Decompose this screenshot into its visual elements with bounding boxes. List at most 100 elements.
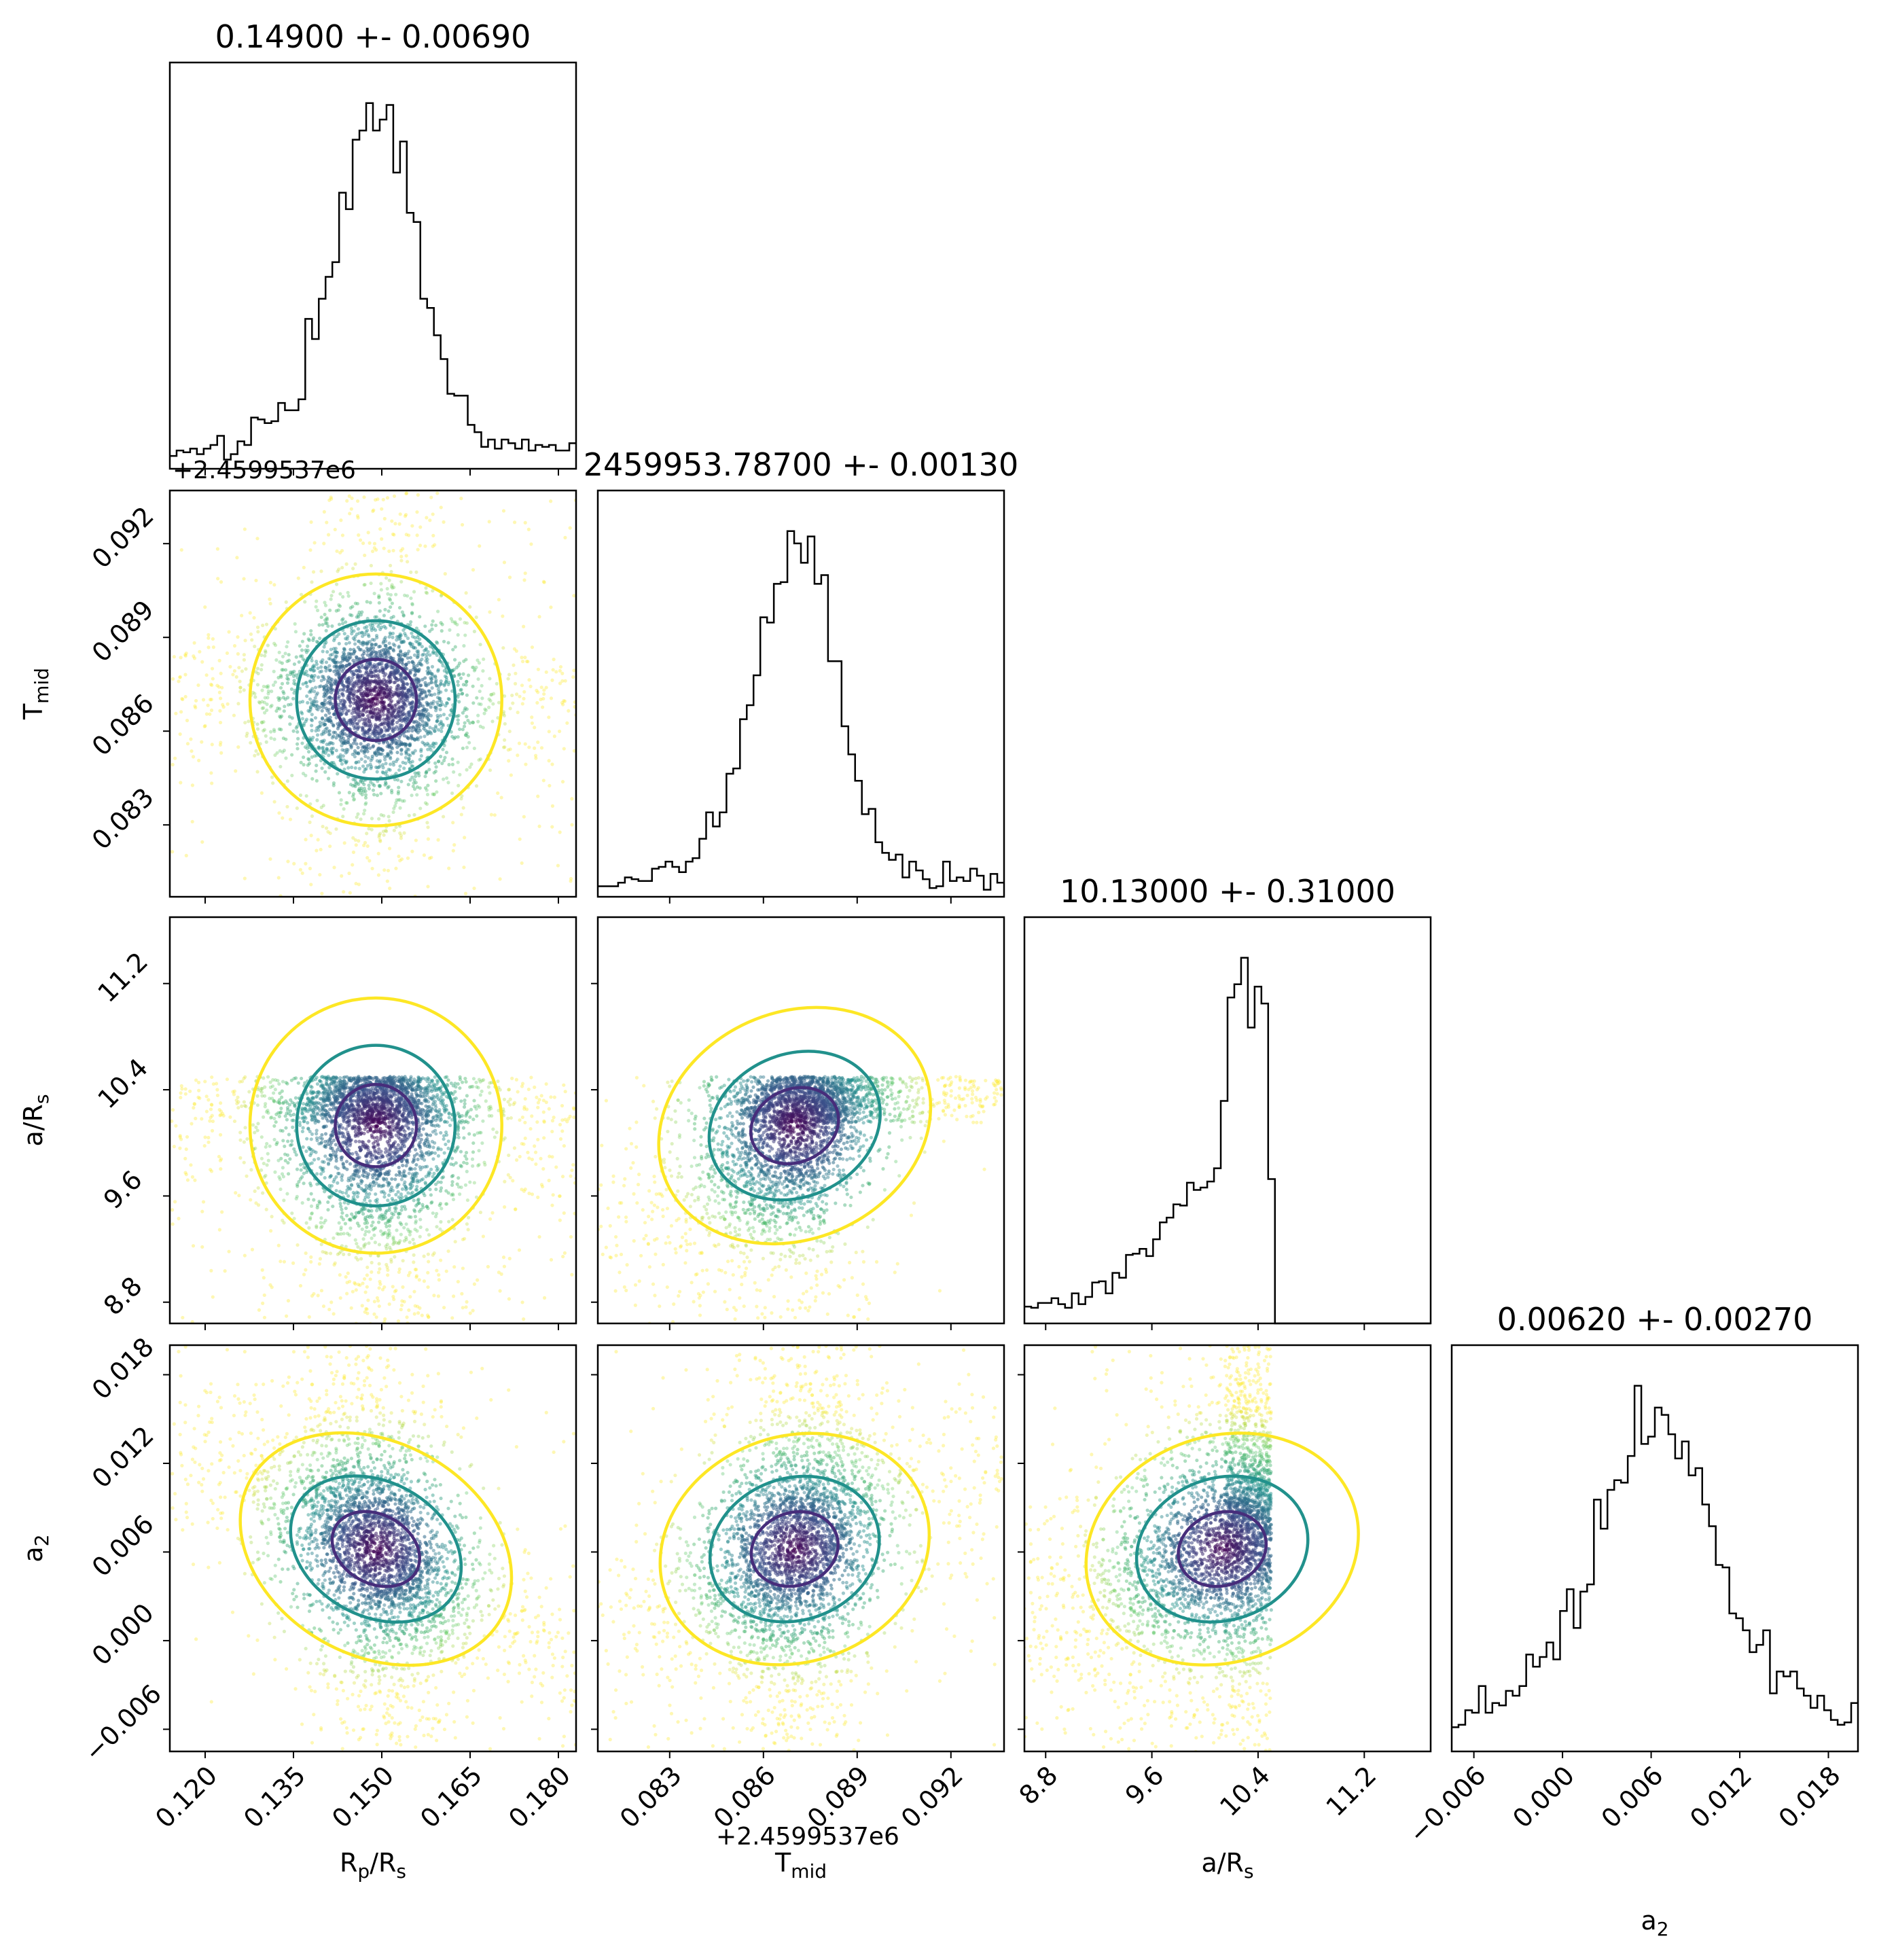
sample-point bbox=[264, 1173, 268, 1177]
sample-point bbox=[569, 879, 573, 883]
sample-point bbox=[331, 741, 335, 746]
sample-point bbox=[179, 1095, 183, 1100]
sample-point bbox=[378, 759, 382, 763]
sample-point bbox=[262, 720, 266, 724]
sample-point bbox=[621, 723, 624, 726]
sample-point bbox=[354, 843, 358, 847]
sample-point bbox=[253, 1146, 257, 1150]
sample-point bbox=[156, 1101, 159, 1105]
sample-point bbox=[436, 668, 440, 672]
sample-point bbox=[428, 726, 432, 730]
sample-point bbox=[363, 582, 367, 587]
sample-point bbox=[321, 1249, 325, 1254]
sample-point bbox=[177, 1217, 181, 1221]
sample-point bbox=[118, 671, 122, 674]
sample-point bbox=[373, 1241, 377, 1245]
sample-point bbox=[387, 847, 392, 851]
sample-point bbox=[626, 1077, 629, 1080]
sample-point bbox=[323, 665, 327, 670]
sample-point bbox=[374, 765, 378, 769]
sample-point bbox=[342, 1387, 346, 1390]
sample-point bbox=[395, 720, 399, 725]
sample-point bbox=[438, 1227, 442, 1231]
sample-point bbox=[210, 781, 214, 785]
sample-point bbox=[379, 461, 382, 464]
sample-point bbox=[388, 1231, 392, 1235]
sample-point bbox=[356, 745, 360, 749]
sample-point bbox=[377, 594, 381, 598]
sample-point bbox=[560, 700, 565, 705]
sample-point bbox=[360, 793, 364, 797]
sample-point bbox=[183, 694, 187, 699]
sample-point bbox=[273, 680, 277, 684]
sample-point bbox=[214, 1082, 219, 1086]
sample-point bbox=[386, 868, 391, 873]
sample-point bbox=[456, 683, 460, 688]
sample-point bbox=[520, 656, 524, 660]
sample-point bbox=[431, 512, 435, 516]
sample-point bbox=[405, 980, 408, 984]
sample-point bbox=[315, 798, 319, 802]
sample-point bbox=[423, 386, 426, 389]
panel-frame bbox=[168, 61, 577, 470]
sample-point bbox=[391, 615, 395, 619]
sample-point bbox=[526, 527, 531, 531]
sample-point bbox=[601, 812, 605, 815]
sample-point bbox=[522, 1189, 526, 1193]
sample-point bbox=[436, 715, 440, 720]
sample-point bbox=[433, 769, 438, 774]
sample-point bbox=[441, 664, 445, 668]
sample-point bbox=[412, 813, 416, 817]
sample-point bbox=[798, 360, 801, 363]
sample-point bbox=[190, 749, 194, 753]
sample-point bbox=[351, 850, 356, 855]
sample-point bbox=[357, 883, 361, 887]
sample-point bbox=[342, 758, 346, 762]
sample-point bbox=[507, 1088, 511, 1092]
sample-point bbox=[253, 1130, 257, 1135]
sample-point bbox=[357, 639, 361, 643]
sample-point bbox=[196, 1080, 201, 1084]
sample-point bbox=[359, 1247, 363, 1251]
sample-point bbox=[321, 749, 325, 753]
sample-point bbox=[352, 689, 356, 693]
sample-point bbox=[552, 658, 556, 662]
sample-point bbox=[284, 600, 288, 604]
sample-point bbox=[563, 1118, 567, 1122]
sample-point bbox=[279, 673, 283, 678]
sample-point bbox=[270, 690, 274, 694]
sample-point bbox=[442, 683, 446, 688]
sample-point bbox=[273, 626, 277, 631]
sample-point bbox=[346, 590, 350, 594]
sample-point bbox=[183, 1087, 187, 1091]
sample-point bbox=[142, 658, 145, 661]
sample-point bbox=[139, 1503, 142, 1506]
sample-point bbox=[113, 1168, 117, 1171]
sample-point bbox=[656, 900, 659, 904]
sample-point bbox=[325, 520, 329, 524]
sample-point bbox=[408, 1232, 412, 1237]
sample-point bbox=[22, 637, 26, 640]
sample-point bbox=[304, 773, 308, 778]
sample-point bbox=[382, 733, 387, 737]
sample-point bbox=[389, 1260, 393, 1264]
sample-point bbox=[354, 1255, 358, 1260]
sample-point bbox=[397, 605, 402, 610]
sample-point bbox=[211, 645, 215, 649]
sample-point bbox=[447, 1219, 451, 1224]
sample-point bbox=[748, 675, 751, 679]
sample-point bbox=[309, 717, 313, 721]
sample-point bbox=[353, 777, 357, 781]
sample-point bbox=[321, 749, 326, 753]
sample-point bbox=[562, 1083, 566, 1087]
sample-point bbox=[314, 605, 318, 609]
sample-point bbox=[262, 1094, 267, 1098]
sample-point bbox=[152, 630, 156, 634]
sample-point bbox=[435, 719, 439, 724]
sample-point bbox=[430, 664, 435, 669]
sample-point bbox=[401, 662, 405, 666]
sample-point bbox=[309, 690, 313, 694]
sample-point bbox=[454, 474, 458, 477]
sample-point bbox=[291, 674, 296, 678]
sample-point bbox=[261, 1115, 266, 1119]
